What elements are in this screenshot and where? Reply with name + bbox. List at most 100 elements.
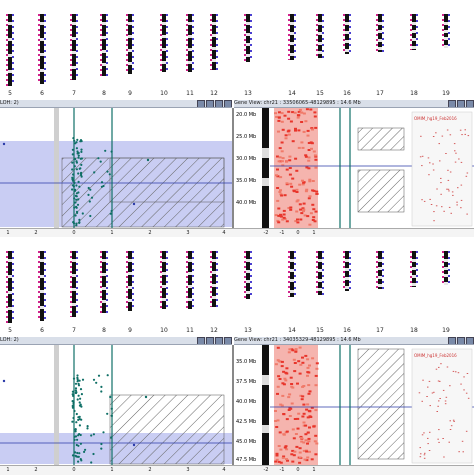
chromosome-label: 11 — [186, 90, 194, 97]
hatched-region — [109, 394, 225, 465]
data-point — [74, 451, 77, 454]
data-point — [80, 148, 83, 151]
chromosome-9[interactable] — [126, 251, 134, 311]
x-tick: -1 — [279, 467, 285, 473]
data-point — [78, 452, 81, 455]
cnv-heat-track — [274, 108, 318, 228]
chromosome-18[interactable] — [410, 14, 418, 50]
data-point — [90, 461, 93, 464]
chromosome-5[interactable] — [6, 14, 14, 86]
gene-view-title-bar[interactable]: Gene View: chr21 : 33506065-48129895 : 1… — [234, 100, 474, 108]
chromosome-19[interactable] — [442, 14, 450, 48]
data-point — [84, 448, 87, 451]
chromosome-15[interactable] — [316, 251, 324, 295]
chromosome-14[interactable] — [288, 251, 296, 297]
chromosome-13[interactable] — [244, 251, 252, 299]
data-point — [110, 414, 113, 417]
chromosome-16[interactable] — [343, 251, 351, 291]
sync-icon[interactable] — [197, 100, 205, 107]
data-point — [92, 452, 95, 456]
chromosome-11[interactable] — [186, 251, 194, 309]
y-tick-label: 37.5 Mb — [236, 379, 256, 385]
chromosome-17[interactable] — [376, 14, 384, 52]
chromosome-19[interactable] — [442, 251, 450, 285]
loh-plot[interactable] — [0, 108, 234, 228]
data-point — [77, 172, 80, 175]
chromosome-10[interactable] — [160, 251, 168, 309]
chromosome-label: 17 — [376, 327, 384, 334]
chromosome-12[interactable] — [210, 251, 218, 307]
data-point — [71, 390, 74, 393]
data-point — [109, 212, 112, 215]
x-tick: 1 — [110, 230, 114, 236]
zoom-icon[interactable] — [448, 337, 456, 344]
data-point — [74, 391, 77, 394]
close-icon[interactable] — [224, 100, 232, 107]
data-point — [79, 157, 82, 160]
gene-view-plot[interactable]: 35.0 Mb 37.5 Mb 40.0 Mb 42.5 Mb 45.0 Mb … — [234, 345, 474, 465]
chromosome-14[interactable] — [288, 14, 296, 60]
chromosome-label: 18 — [410, 327, 418, 334]
chromosome-label: 18 — [410, 90, 418, 97]
data-point — [110, 150, 113, 153]
chromosome-11[interactable] — [186, 14, 194, 72]
data-point — [76, 211, 79, 214]
gene-view-svg: 35.0 Mb 37.5 Mb 40.0 Mb 42.5 Mb 45.0 Mb … — [236, 345, 474, 465]
close-icon[interactable] — [466, 337, 474, 344]
settings-icon[interactable] — [206, 100, 214, 107]
teal-points — [71, 374, 113, 464]
chromosome-ideogram — [262, 108, 269, 228]
chromosome-8[interactable] — [100, 251, 108, 313]
data-point — [74, 382, 78, 385]
loh-view-title: LOH: 2) — [0, 337, 19, 343]
chromosome-17[interactable] — [376, 251, 384, 289]
settings-icon[interactable] — [206, 337, 214, 344]
gene-view-plot[interactable]: 20.0 Mb 25.0 Mb 30.0 Mb 35.0 Mb 40.0 Mb … — [234, 108, 474, 228]
data-point — [77, 394, 80, 397]
zoom-icon[interactable] — [448, 100, 456, 107]
close-icon[interactable] — [224, 337, 232, 344]
gene-view-title-bar[interactable]: Gene View: chr21 : 34035329-48129895 : 1… — [234, 337, 474, 345]
data-point — [80, 405, 83, 408]
sync-icon[interactable] — [197, 337, 205, 344]
chromosome-12[interactable] — [210, 14, 218, 70]
data-point — [95, 381, 98, 384]
minimize-icon[interactable] — [215, 100, 223, 107]
window-controls — [448, 337, 474, 344]
data-point — [77, 154, 80, 157]
data-point — [75, 206, 78, 209]
data-point — [76, 138, 79, 141]
loh-plot[interactable] — [0, 345, 234, 465]
chromosome-16[interactable] — [343, 14, 351, 54]
x-axis-row: 1 2 0 1 2 3 4 -2 -1 0 1 — [0, 465, 474, 475]
chromosome-13[interactable] — [244, 14, 252, 62]
minimize-icon[interactable] — [215, 337, 223, 344]
loh-view-title-bar[interactable]: LOH: 2) — [0, 100, 232, 108]
chromosome-7[interactable] — [70, 14, 78, 80]
chromosome-7[interactable] — [70, 251, 78, 317]
chromosome-9[interactable] — [126, 14, 134, 74]
x-tick: 3 — [186, 467, 190, 473]
close-icon[interactable] — [466, 100, 474, 107]
settings-icon[interactable] — [457, 100, 465, 107]
data-point — [77, 384, 81, 387]
chromosome-8[interactable] — [100, 14, 108, 76]
chromosome-label: 5 — [8, 327, 12, 334]
chromosome-label: 19 — [442, 90, 450, 97]
ideogram-strip: 5 6 7 8 9 10 11 12 13 14 15 16 17 18 19 — [0, 0, 474, 100]
data-point — [74, 142, 77, 145]
chromosome-10[interactable] — [160, 14, 168, 72]
data-point — [73, 139, 76, 142]
data-point — [71, 161, 74, 164]
chromosome-label: 8 — [102, 327, 106, 334]
x-axis-row: 1 2 0 1 2 3 4 -2 -1 0 1 — [0, 228, 474, 238]
settings-icon[interactable] — [457, 337, 465, 344]
teal-points — [71, 137, 113, 227]
chromosome-18[interactable] — [410, 251, 418, 287]
chromosome-5[interactable] — [6, 251, 14, 323]
chromosome-15[interactable] — [316, 14, 324, 58]
loh-view-title-bar[interactable]: LOH: 2) — [0, 337, 232, 345]
data-point — [86, 427, 89, 430]
chromosome-6[interactable] — [38, 14, 46, 84]
chromosome-6[interactable] — [38, 251, 46, 321]
